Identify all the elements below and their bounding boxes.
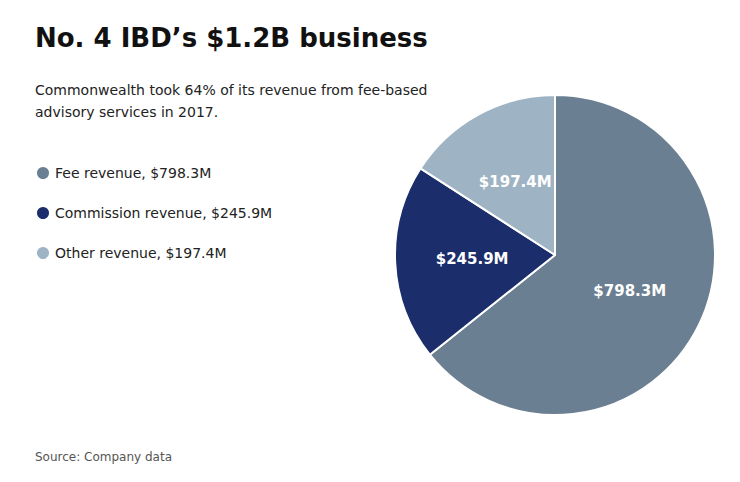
svg-text:Source: Company data: Source: Company data <box>35 450 172 464</box>
svg-text:Commission revenue, $245.9M: Commission revenue, $245.9M <box>55 205 272 221</box>
svg-text:$197.4M: $197.4M <box>479 173 552 191</box>
svg-text:$245.9M: $245.9M <box>436 250 509 268</box>
svg-text:Commonwealth took 64% of its r: Commonwealth took 64% of its revenue fro… <box>35 82 427 98</box>
svg-text:Other revenue, $197.4M: Other revenue, $197.4M <box>55 245 227 261</box>
svg-text:No. 4 IBD’s $1.2B business: No. 4 IBD’s $1.2B business <box>35 23 428 53</box>
svg-text:advisory services in 2017.: advisory services in 2017. <box>35 104 218 120</box>
svg-text:$798.3M: $798.3M <box>593 282 666 300</box>
svg-text:Fee revenue, $798.3M: Fee revenue, $798.3M <box>55 165 211 181</box>
